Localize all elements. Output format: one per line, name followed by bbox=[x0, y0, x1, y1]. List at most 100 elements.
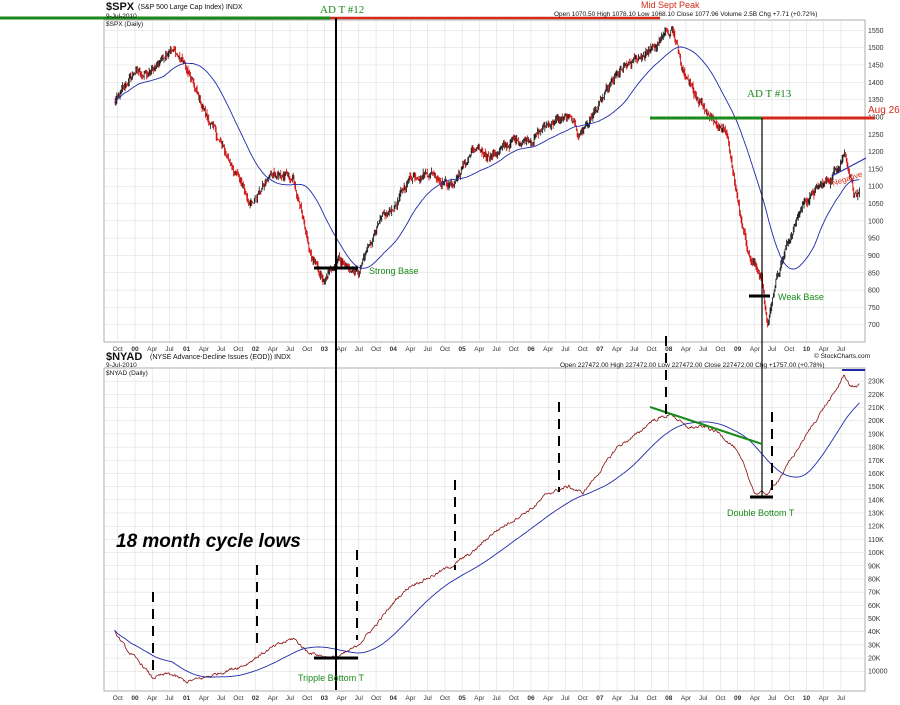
nyad-ytick-20: 210K bbox=[868, 405, 885, 412]
spx-ytick-1: 750 bbox=[868, 305, 880, 312]
nyad-xtick-25: Apr bbox=[543, 695, 554, 702]
spx-xtick-4: 01 bbox=[183, 346, 191, 353]
spx-ytick-2: 800 bbox=[868, 288, 880, 295]
spx-ytick-7: 1050 bbox=[868, 201, 884, 208]
nyad-ytick-18: 190K bbox=[868, 431, 885, 438]
nyad-xtick-20: 05 bbox=[459, 695, 467, 702]
nyad-ytick-8: 90K bbox=[868, 563, 881, 570]
nyad-xtick-16: 04 bbox=[390, 695, 398, 702]
tripple-bottom-label: Tripple Bottom T bbox=[298, 673, 365, 683]
nyad-date: 9-Jul-2010 bbox=[106, 362, 137, 369]
nyad-xtick-40: 10 bbox=[803, 695, 811, 702]
spx-xtick-2: Apr bbox=[147, 346, 158, 353]
nyad-ytick-5: 60K bbox=[868, 603, 881, 610]
aug26-label: Aug 26 bbox=[868, 105, 900, 116]
nyad-ytick-17: 180K bbox=[868, 445, 885, 452]
spx-xtick-8: 02 bbox=[252, 346, 260, 353]
spx-xtick-21: Apr bbox=[474, 346, 485, 353]
spx-xtick-9: Apr bbox=[268, 346, 279, 353]
nyad-xtick-9: Apr bbox=[268, 695, 279, 702]
nyad-xtick-18: Jul bbox=[424, 695, 433, 702]
nyad-xtick-35: Oct bbox=[715, 695, 725, 702]
double-bottom-label: Double Bottom T bbox=[727, 508, 795, 518]
spx-xtick-0: Oct bbox=[113, 346, 123, 353]
spx-ytick-6: 1000 bbox=[868, 218, 884, 225]
nyad-xtick-15: Oct bbox=[371, 695, 381, 702]
nyad-xtick-26: Jul bbox=[561, 695, 570, 702]
nyad-divergence-line bbox=[649, 406, 763, 445]
nyad-moving-average-line bbox=[114, 402, 860, 678]
spx-date: 9-Jul-2010 bbox=[106, 13, 137, 20]
spx-xtick-33: Apr bbox=[681, 346, 692, 353]
nyad-xtick-10: Jul bbox=[286, 695, 295, 702]
nyad-ytick-11: 120K bbox=[868, 524, 885, 531]
series-layer bbox=[114, 25, 860, 684]
spx-xtick-29: Apr bbox=[612, 346, 623, 353]
nyad-ad-line bbox=[114, 374, 860, 684]
nyad-xtick-2: Apr bbox=[147, 695, 158, 702]
nyad-ytick-22: 230K bbox=[868, 379, 885, 386]
spx-ytick-4: 900 bbox=[868, 253, 880, 260]
spx-xtick-18: Jul bbox=[424, 346, 433, 353]
nyad-xtick-23: Oct bbox=[509, 695, 519, 702]
stockcharts-credit: © StockCharts.com bbox=[814, 353, 871, 360]
spx-ytick-17: 1550 bbox=[868, 28, 884, 35]
spx-xtick-30: Jul bbox=[630, 346, 639, 353]
nyad-ytick-3: 40K bbox=[868, 629, 881, 636]
nyad-xtick-6: Jul bbox=[217, 695, 226, 702]
nyad-ytick-9: 100K bbox=[868, 550, 885, 557]
mid-sept-peak-label: Mid Sept Peak bbox=[641, 0, 700, 10]
nyad-xtick-31: Oct bbox=[646, 695, 656, 702]
spx-xtick-12: 03 bbox=[321, 346, 329, 353]
nyad-panel-frame bbox=[103, 367, 866, 692]
nyad-ytick-4: 50K bbox=[868, 616, 881, 623]
nyad-ytick-21: 220K bbox=[868, 392, 885, 399]
nyad-xtick-42: Jul bbox=[837, 695, 846, 702]
nyad-ytick-0: 10000 bbox=[868, 669, 888, 676]
spx-xtick-40: 10 bbox=[803, 346, 811, 353]
spx-ytick-8: 1100 bbox=[868, 184, 883, 191]
nyad-xtick-28: 07 bbox=[596, 695, 604, 702]
nyad-ytick-10: 110K bbox=[868, 537, 884, 544]
nyad-xtick-5: Apr bbox=[199, 695, 210, 702]
spx-ytick-10: 1200 bbox=[868, 149, 884, 156]
nyad-ytick-6: 70K bbox=[868, 590, 881, 597]
spx-xtick-16: 04 bbox=[390, 346, 398, 353]
nyad-xtick-14: Jul bbox=[355, 695, 364, 702]
spx-quote: Open 1070.50 High 1078.10 Low 1068.10 Cl… bbox=[554, 11, 818, 18]
spx-legend: $SPX (Daily) bbox=[106, 21, 144, 28]
nyad-xtick-17: Apr bbox=[405, 695, 416, 702]
nyad-xtick-1: 00 bbox=[131, 695, 139, 702]
nyad-ytick-13: 140K bbox=[868, 497, 885, 504]
spx-panel-frame bbox=[103, 19, 866, 343]
nyad-xtick-41: Apr bbox=[819, 695, 830, 702]
spx-xtick-25: Apr bbox=[543, 346, 554, 353]
spx-xtick-15: Oct bbox=[371, 346, 381, 353]
spx-ytick-9: 1150 bbox=[868, 166, 883, 173]
weak-base-label: Weak Base bbox=[778, 292, 824, 302]
spx-xtick-31: Oct bbox=[646, 346, 656, 353]
spx-xtick-27: Oct bbox=[578, 346, 588, 353]
nyad-xtick-33: Apr bbox=[681, 695, 692, 702]
nyad-xtick-19: Oct bbox=[440, 695, 450, 702]
nyad-xtick-32: 08 bbox=[665, 695, 673, 702]
spx-xtick-39: Oct bbox=[784, 346, 794, 353]
nyad-xtick-0: Oct bbox=[113, 695, 123, 702]
spx-xtick-32: 08 bbox=[665, 346, 673, 353]
spx-xtick-42: Jul bbox=[837, 346, 846, 353]
spx-ytick-16: 1500 bbox=[868, 45, 884, 52]
nyad-xtick-22: Jul bbox=[492, 695, 501, 702]
spx-xtick-6: Jul bbox=[217, 346, 226, 353]
nyad-xtick-29: Apr bbox=[612, 695, 623, 702]
spx-xtick-17: Apr bbox=[405, 346, 416, 353]
spx-xtick-1: 00 bbox=[131, 346, 139, 353]
spx-xtick-35: Oct bbox=[715, 346, 725, 353]
spx-name: (S&P 500 Large Cap Index) INDX bbox=[138, 4, 243, 11]
spx-ytick-12: 1300 bbox=[868, 114, 884, 121]
nyad-xtick-34: Jul bbox=[699, 695, 708, 702]
spx-xtick-23: Oct bbox=[509, 346, 519, 353]
spx-xtick-36: 09 bbox=[734, 346, 742, 353]
nyad-ytick-7: 80K bbox=[868, 576, 881, 583]
negative-divergence-line bbox=[831, 157, 867, 177]
